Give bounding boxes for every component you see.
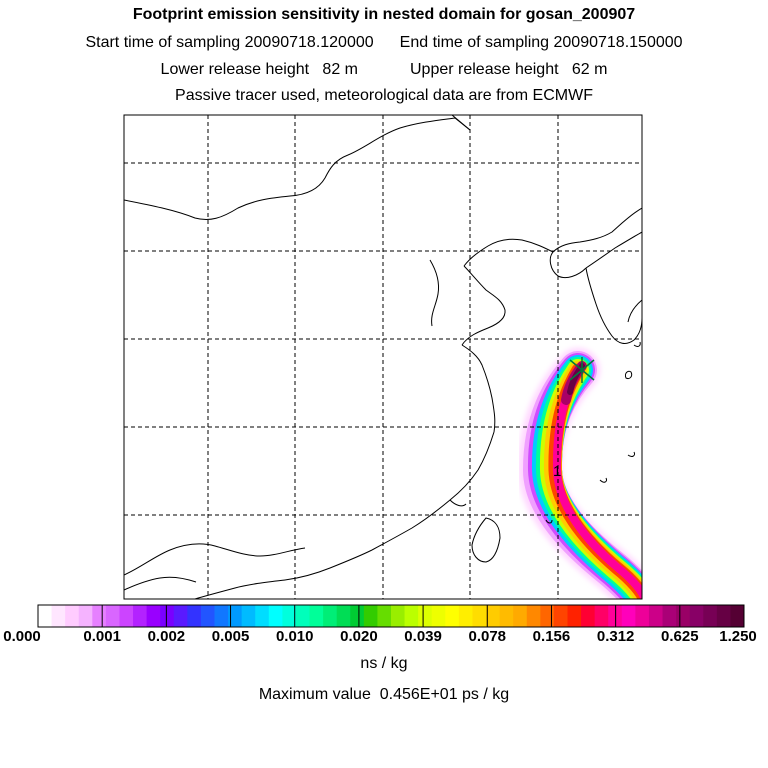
- colorbar-swatch: [336, 605, 351, 627]
- colorbar-swatch: [228, 605, 243, 627]
- colorbar-swatch: [105, 605, 120, 627]
- colorbar-swatch: [472, 605, 487, 627]
- colorbar-swatch: [268, 605, 283, 627]
- colorbar-tick-label: 0.020: [340, 628, 378, 645]
- colorbar-tick-label: 1.250: [719, 628, 757, 645]
- colorbar-tick-label: 0.002: [147, 628, 186, 645]
- colorbar-swatch: [65, 605, 80, 627]
- colorbar-swatch: [540, 605, 555, 627]
- colorbar-swatch: [391, 605, 406, 627]
- lower-release-text: Lower release height 82 m: [160, 61, 358, 78]
- colorbar-swatch: [38, 605, 53, 627]
- colorbar-tick-label: 0.010: [275, 628, 314, 645]
- coastlines: [124, 115, 642, 599]
- colorbar-swatch: [92, 605, 107, 627]
- colorbar-swatch: [662, 605, 677, 627]
- colorbar-tick-label: 0.312: [596, 628, 635, 645]
- colorbar-swatch: [363, 605, 378, 627]
- colorbar-swatch: [309, 605, 324, 627]
- colorbar-swatch: [676, 605, 691, 627]
- colorbar-tick-label: 0.156: [532, 628, 571, 645]
- colorbar-swatch: [51, 605, 66, 627]
- colorbar-swatch: [418, 605, 433, 627]
- colorbar-swatch: [486, 605, 501, 627]
- colorbar-tick-label: 0.078: [468, 628, 507, 645]
- colorbar-swatch: [594, 605, 609, 627]
- colorbar-swatch: [323, 605, 338, 627]
- upper-release-text: Upper release height 62 m: [410, 61, 608, 78]
- colorbar-tick-label: 0.005: [211, 628, 250, 645]
- footprint-plume: [517, 348, 642, 599]
- colorbar-swatch: [635, 605, 650, 627]
- trajectory-label: 1: [553, 463, 561, 480]
- colorbar-swatch: [513, 605, 528, 627]
- release-heights: Lower release height 82 m Upper release h…: [0, 61, 768, 79]
- maximum-value-text: Maximum value 0.456E+01 ps / kg: [258, 686, 510, 703]
- colorbar-swatch: [458, 605, 473, 627]
- colorbar-swatch: [621, 605, 636, 627]
- colorbar-swatch: [187, 605, 202, 627]
- colorbar-swatch: [295, 605, 311, 627]
- lat-lon-grid: [124, 115, 642, 599]
- colorbar-swatch: [553, 605, 568, 627]
- colorbar-swatch: [350, 605, 365, 627]
- colorbar-unit: ns / kg: [360, 655, 408, 672]
- colorbar-swatch: [526, 605, 541, 627]
- colorbar-swatch: [377, 605, 392, 627]
- colorbar-frame: [37, 604, 745, 628]
- tracer-info: Passive tracer used, meteorological data…: [175, 87, 593, 104]
- colorbar-swatch: [404, 605, 419, 627]
- colorbar-swatch: [499, 605, 514, 627]
- colorbar-swatch: [689, 605, 704, 627]
- colorbar-swatch: [282, 605, 297, 627]
- colorbar-swatch: [78, 605, 93, 627]
- colorbar: [37, 604, 745, 628]
- colorbar-swatch: [173, 605, 188, 627]
- colorbar-tick-label: 0.039: [404, 628, 442, 645]
- colorbar-swatch: [567, 605, 582, 627]
- colorbar-swatch: [648, 605, 664, 627]
- colorbar-swatch: [146, 605, 161, 627]
- release-point-marker: [569, 357, 595, 383]
- end-time-text: End time of sampling 20090718.150000: [399, 34, 683, 51]
- colorbar-tick-label: 0.625: [661, 628, 699, 645]
- colorbar-swatch: [214, 605, 229, 627]
- colorbar-swatch: [716, 605, 731, 627]
- colorbar-swatch: [119, 605, 134, 627]
- colorbar-tick-label: 0.000: [3, 628, 41, 645]
- colorbar-swatch: [133, 605, 148, 627]
- colorbar-swatch: [241, 605, 256, 627]
- start-time-text: Start time of sampling 20090718.120000: [85, 34, 374, 51]
- page-title: Footprint emission sensitivity in nested…: [132, 6, 636, 23]
- sampling-times: Start time of sampling 20090718.120000 En…: [0, 34, 768, 52]
- colorbar-swatch: [730, 605, 745, 627]
- colorbar-swatch: [581, 605, 596, 627]
- colorbar-swatch: [445, 605, 460, 627]
- colorbar-tick-label: 0.001: [83, 628, 121, 645]
- colorbar-swatch: [200, 605, 215, 627]
- colorbar-swatch: [703, 605, 718, 627]
- colorbar-swatch: [255, 605, 270, 627]
- colorbar-swatch: [160, 605, 175, 627]
- colorbar-swatch: [431, 605, 446, 627]
